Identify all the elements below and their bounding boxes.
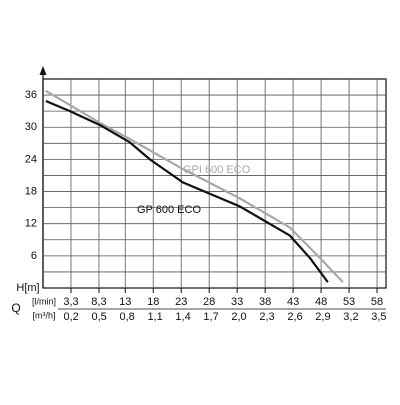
x-tick-label: 3,3 (63, 296, 78, 308)
x2-tick-label: 0,8 (119, 311, 134, 323)
series-label: GPI 600 ECO (183, 164, 251, 176)
x2-tick-label: 2,3 (259, 311, 274, 323)
x-tick-label: 38 (259, 296, 271, 308)
x-tick-label: 28 (203, 296, 215, 308)
x2-tick-label: 1,7 (203, 311, 218, 323)
x-tick-label: 58 (371, 296, 383, 308)
x-tick-label: 33 (231, 296, 243, 308)
x-tick-label: 43 (287, 296, 299, 308)
x2-tick-label: 1,4 (175, 311, 190, 323)
x-tick-label: 53 (343, 296, 355, 308)
y-tick-label: 12 (25, 218, 37, 230)
x-axis-label: Q (11, 301, 20, 315)
x-unit: [l/min] (32, 296, 56, 306)
series-line (45, 89, 344, 283)
y-axis-arrow (39, 66, 47, 75)
x2-unit: [m³/h] (32, 310, 55, 320)
x2-tick-label: 3,5 (371, 311, 386, 323)
x2-tick-label: 2,0 (231, 311, 246, 323)
x2-tick-label: 2,9 (315, 311, 330, 323)
x2-tick-label: 0,2 (64, 311, 79, 323)
x2-tick-label: 0,5 (91, 311, 106, 323)
x-tick-label: 8,3 (91, 296, 106, 308)
y-tick-label: 18 (25, 185, 37, 197)
y-axis-label: H[m] (16, 282, 39, 294)
y-tick-label: 36 (25, 89, 37, 101)
x-tick-label: 18 (147, 296, 159, 308)
x2-tick-label: 1,1 (147, 311, 162, 323)
series-label: GP 600 ECO (137, 204, 201, 216)
x2-tick-label: 3,2 (343, 311, 358, 323)
y-tick-label: 6 (31, 250, 37, 262)
y-tick-label: 24 (25, 153, 37, 165)
series-line (45, 99, 329, 283)
x-tick-label: 48 (315, 296, 327, 308)
y-tick-label: 30 (25, 121, 37, 133)
x2-tick-label: 2,6 (287, 311, 302, 323)
x-tick-label: 13 (119, 296, 131, 308)
x-tick-label: 23 (175, 296, 187, 308)
plot-frame (42, 78, 387, 289)
